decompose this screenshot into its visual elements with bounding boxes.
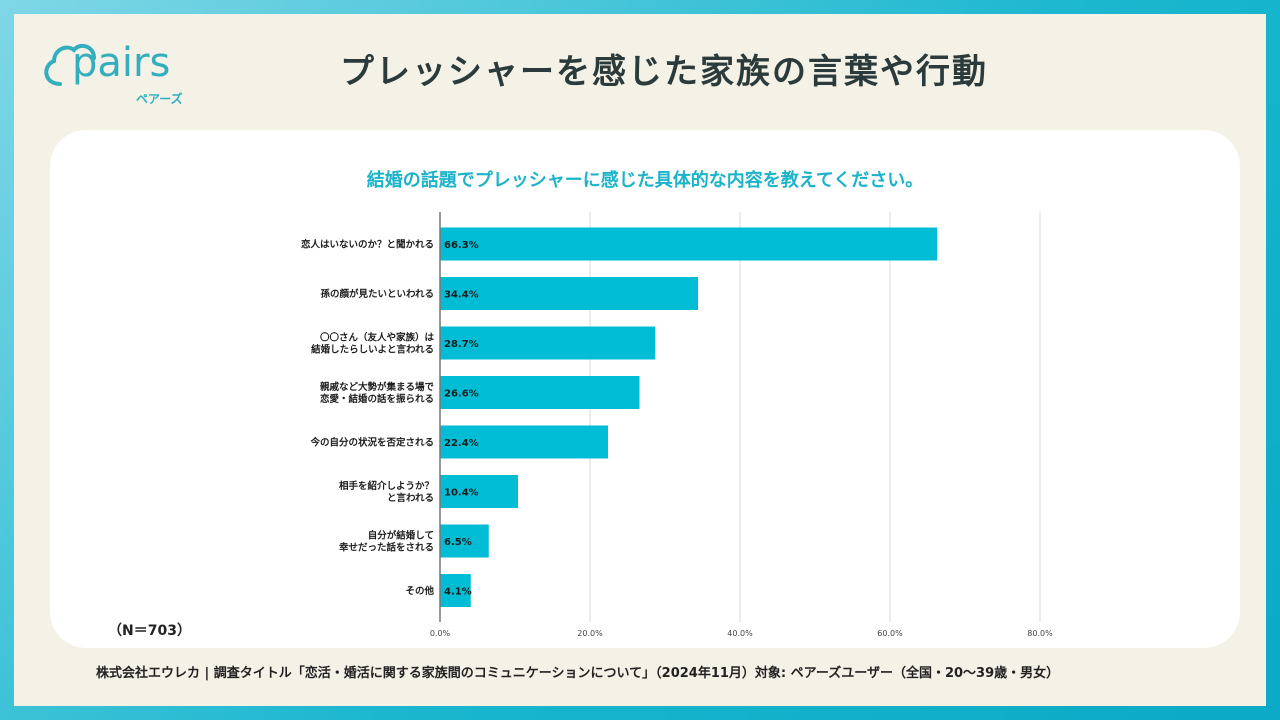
x-tick-label: 0.0% [430,629,451,638]
sample-size-label: （N＝703） [108,623,191,639]
page-title: プレッシャーを感じた家族の言葉や行動 [340,52,988,92]
bar-value-label: 26.6% [444,389,479,400]
bar [440,524,489,558]
bar-value-label: 66.3% [444,240,479,251]
y-category-label: 今の自分の状況を否定される [309,437,434,449]
cloud-icon [44,43,96,86]
y-category-label: 恋人はいないのか？と聞かれる [301,239,434,251]
pairs-logo: pairs ペアーズ [36,34,196,114]
chart-title: 結婚の話題でプレッシャーに感じた具体的な内容を教えてください。 [366,170,924,191]
bar [440,475,518,508]
bar-value-label: 34.4% [444,290,479,301]
bar [440,277,698,310]
bar-value-label: 4.1% [444,587,472,598]
x-tick-label: 80.0% [1027,629,1053,638]
bar-value-label: 10.4% [444,488,479,499]
bar-chart: 0.0% 20.0% 40.0% 60.0% 80.0% 66.3% 恋人はいないのか？と聞… [301,212,1053,638]
slide: pairs ペアーズ プレッシャーを感じた家族の言葉や行動 結婚の話題でプレッシ… [14,14,1266,706]
bar [440,376,640,409]
logo-wordmark: pairs [72,40,171,86]
bar-value-label: 6.5% [444,537,472,548]
x-tick-label: 20.0% [577,629,603,638]
y-category-label: その他 [405,585,434,597]
y-category-label: 孫の顔が見たいといわれる [320,288,434,300]
x-tick-label: 40.0% [727,629,753,638]
chart-card: 結婚の話題でプレッシャーに感じた具体的な内容を教えてください。 0.0% 20.0… [50,130,1240,648]
x-tick-label: 60.0% [877,629,903,638]
y-category-label: 〇〇さん（友人や家族）は結婚したらしいよと言われる [311,332,434,356]
bar [440,326,656,360]
footer-source: 株式会社エウレカ | 調査タイトル「恋活・婚活に関する家族間のコミュニケーション… [96,666,1060,681]
y-category-label: 自分が結婚して幸せだった話をされる [339,530,434,554]
bar-value-label: 28.7% [444,339,479,350]
bar [440,574,471,607]
logo-subtext: ペアーズ [136,92,183,106]
y-category-label: 親戚など大勢が集まる場で恋愛・結婚の話を振られる [320,381,435,405]
y-category-label: 相手を紹介しようか？と言われる [339,480,434,504]
bar [440,227,938,261]
bar-value-label: 22.4% [444,438,479,449]
bar [440,425,608,459]
